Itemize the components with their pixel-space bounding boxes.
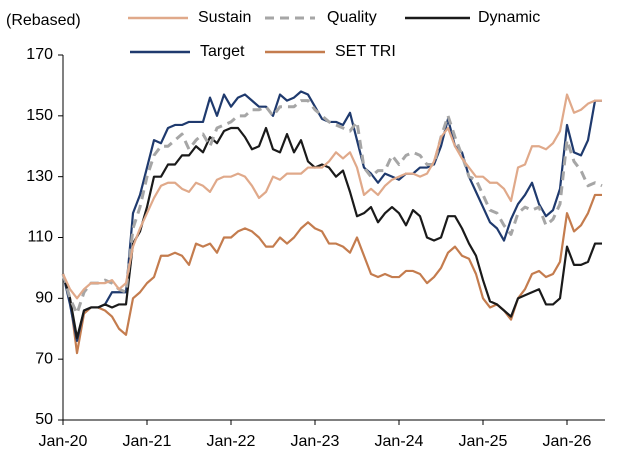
legend-label: Dynamic [478, 9, 540, 26]
x-tick-label: Jan-23 [291, 433, 340, 450]
y-tick-label: 90 [35, 290, 53, 307]
x-tick-label: Jan-20 [39, 433, 88, 450]
legend-label: SET TRI [335, 43, 396, 60]
series-line [61, 99, 603, 316]
legend-label: Quality [327, 9, 377, 26]
legend-label: Target [200, 43, 245, 60]
y-tick-label: 70 [35, 350, 53, 367]
y-tick-label: 150 [26, 107, 53, 124]
y-tick-label: 130 [26, 168, 53, 185]
legend-label: Sustain [198, 9, 251, 26]
x-tick-label: Jan-22 [207, 433, 256, 450]
y-tick-label: 50 [35, 411, 53, 428]
series-line [61, 90, 602, 343]
x-tick-label: Jan-25 [459, 433, 508, 450]
y-axis-label: (Rebased) [6, 12, 81, 29]
x-tick-label: Jan-21 [123, 433, 172, 450]
series-line [62, 93, 602, 300]
x-tick-label: Jan-24 [375, 433, 424, 450]
y-tick-label: 170 [26, 46, 53, 63]
y-tick-label: 110 [27, 229, 53, 246]
series-line [61, 126, 602, 339]
x-tick-label: Jan-26 [543, 433, 592, 450]
